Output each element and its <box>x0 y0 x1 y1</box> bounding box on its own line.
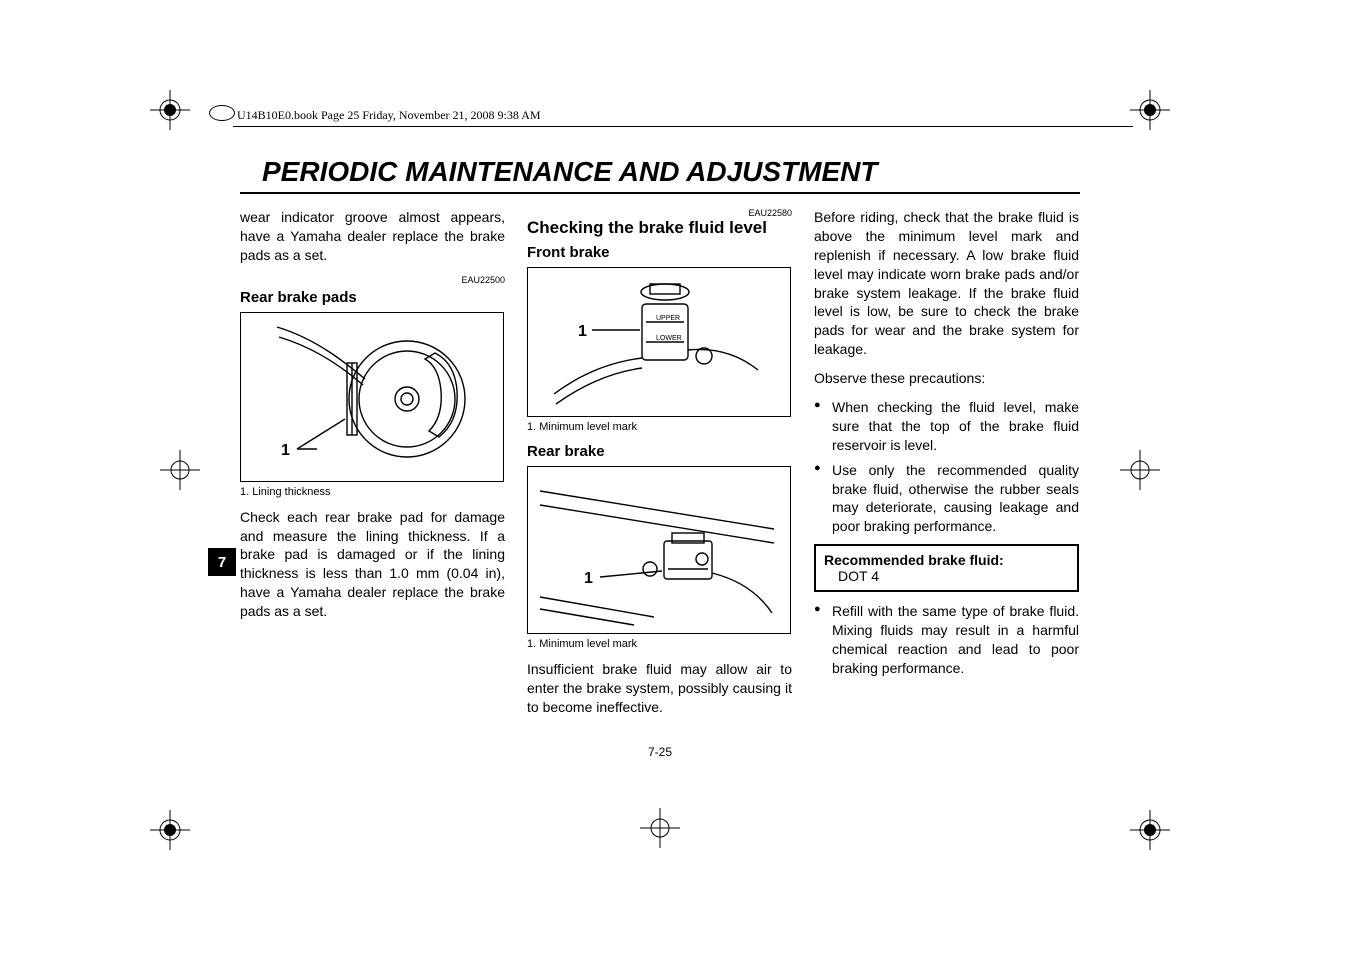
ref-code: EAU22500 <box>240 275 505 285</box>
phi-icon <box>209 105 235 121</box>
lead-in-text: wear indicator groove almost appears, ha… <box>240 208 505 265</box>
rear-brake-pads-heading: Rear brake pads <box>240 289 505 306</box>
front-brake-subhead: Front brake <box>527 244 792 261</box>
recommend-title: Recommended brake fluid: <box>824 552 1069 568</box>
precaution-lead: Observe these precautions: <box>814 369 1079 388</box>
check-brake-fluid-heading: Checking the brake fluid level <box>527 218 792 238</box>
column-middle: EAU22580 Checking the brake fluid level … <box>527 208 792 727</box>
crop-mark-icon <box>160 450 200 490</box>
recommended-fluid-box: Recommended brake fluid: DOT 4 <box>814 544 1079 592</box>
running-head: U14B10E0.book Page 25 Friday, November 2… <box>237 108 541 123</box>
crop-mark-icon <box>1130 90 1170 130</box>
crop-mark-icon <box>1120 450 1160 490</box>
crop-mark-icon <box>150 810 190 850</box>
figure-caption: 1. Lining thickness <box>240 486 505 498</box>
figure-rear-brake: 1 <box>527 466 791 634</box>
rear-brake-subhead: Rear brake <box>527 443 792 460</box>
figure-caption: 1. Minimum level mark <box>527 421 792 433</box>
front-reservoir-illustration-icon: 1 UPPER LOWER <box>534 274 786 412</box>
rear-reservoir-illustration-icon: 1 <box>534 473 786 629</box>
precaution-intro: Before riding, check that the brake flui… <box>814 208 1079 359</box>
page-number: 7-25 <box>240 745 1080 759</box>
column-right: Before riding, check that the brake flui… <box>814 208 1079 727</box>
recommend-value: DOT 4 <box>824 568 1069 584</box>
figure-front-brake: 1 UPPER LOWER <box>527 267 791 417</box>
svg-text:1: 1 <box>578 323 587 340</box>
running-head-text: U14B10E0.book Page 25 Friday, November 2… <box>237 108 541 122</box>
crop-mark-icon <box>1130 810 1170 850</box>
figure-caption: 1. Minimum level mark <box>527 638 792 650</box>
figure-rear-brake-pads: 1 <box>240 312 504 482</box>
crop-mark-icon <box>150 90 190 130</box>
brake-fluid-body: Insufficient brake fluid may allow air t… <box>527 660 792 717</box>
column-left: wear indicator groove almost appears, ha… <box>240 208 505 727</box>
precaution-bullet: When checking the fluid level, make sure… <box>814 398 1079 455</box>
rear-pad-body: Check each rear brake pad for damage and… <box>240 508 505 621</box>
ref-code: EAU22580 <box>527 208 792 218</box>
svg-text:1: 1 <box>281 442 290 459</box>
svg-text:1: 1 <box>584 570 593 587</box>
chapter-tab: 7 <box>208 548 236 576</box>
header-rule <box>233 126 1133 127</box>
precaution-bullet: Use only the recommended quality brake f… <box>814 461 1079 537</box>
lower-label: LOWER <box>656 335 682 342</box>
crop-mark-icon <box>640 808 680 848</box>
chapter-tab-number: 7 <box>218 554 226 571</box>
section-title: PERIODIC MAINTENANCE AND ADJUSTMENT <box>262 156 1080 188</box>
precaution-bullet: Refill with the same type of brake fluid… <box>814 602 1079 678</box>
section-rule <box>240 192 1080 194</box>
brake-pad-illustration-icon: 1 <box>247 319 499 477</box>
upper-label: UPPER <box>656 315 680 322</box>
